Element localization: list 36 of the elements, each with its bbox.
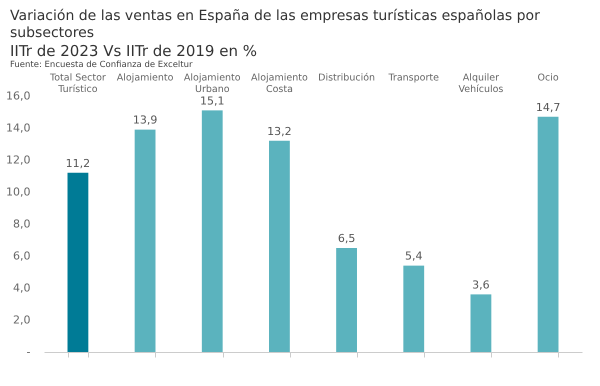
bar — [336, 248, 357, 352]
x-tick-label: Ocio — [538, 72, 559, 84]
y-tick-label: 12,0 — [6, 154, 30, 166]
data-label: 13,9 — [132, 114, 158, 127]
bar — [470, 294, 492, 352]
data-label: 5,4 — [405, 250, 422, 263]
bar — [68, 172, 88, 352]
data-label: 3,6 — [472, 278, 490, 292]
bar — [269, 140, 290, 352]
x-tick-label: Alojamiento Costa — [251, 72, 308, 95]
x-tick-label: Distribución — [318, 72, 376, 84]
x-tick-label: Alojamiento Urbano — [184, 72, 241, 95]
x-tick-label: Alojamiento — [116, 72, 174, 84]
x-tick-label: Transporte — [388, 72, 440, 84]
y-tick-label: 10,0 — [6, 186, 30, 198]
y-tick-label: 14,0 — [6, 122, 30, 134]
chart-subtitle: IITr de 2023 Vs IITr de 2019 en % — [10, 42, 258, 60]
y-tick-label: 4,0 — [13, 282, 30, 294]
bar — [538, 116, 558, 352]
data-label: 15,1 — [200, 94, 224, 108]
bar — [134, 130, 156, 352]
y-tick-label: 8,0 — [13, 218, 30, 230]
bar — [202, 110, 223, 352]
x-tick-label: Alquiler Vehículos — [458, 72, 504, 95]
y-tick-label: - — [26, 346, 31, 358]
x-tick-label: Total Sector Turístico — [49, 72, 106, 95]
source-note: Fuente: Encuesta de Confianza de Exceltur — [10, 60, 194, 70]
data-label: 11,2 — [66, 156, 90, 170]
y-tick-label: 2,0 — [13, 314, 30, 326]
data-label: 6,5 — [338, 232, 356, 245]
y-tick-label: 6,0 — [13, 250, 30, 262]
data-label: 14,7 — [536, 100, 560, 114]
bar — [403, 266, 424, 352]
data-label: 13,2 — [267, 124, 292, 138]
chart-title: Variación de las ventas en España de las empresas turísticas españolas por subsectores — [10, 8, 541, 42]
y-tick-label: 16,0 — [6, 90, 30, 102]
